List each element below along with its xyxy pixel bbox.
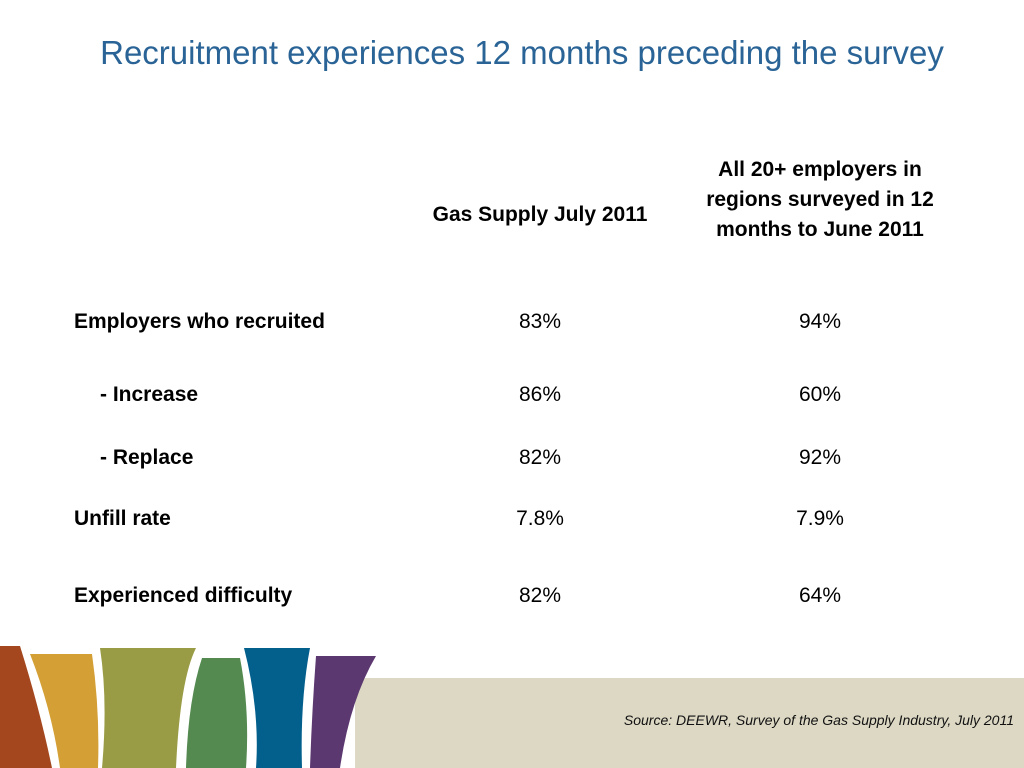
value-gas-supply: 86%: [518, 383, 562, 406]
value-gas-supply: 83%: [518, 310, 562, 333]
value-all-employers: 7.9%: [796, 507, 844, 530]
row-label-employers-who-recruited: Employers who recruited: [74, 310, 325, 333]
value-gas-supply: 7.8%: [516, 507, 564, 530]
column-header-all-employers: All 20+ employers in regions surveyed in…: [706, 158, 934, 241]
decorative-stripes: [0, 646, 376, 768]
value-gas-supply: 82%: [518, 446, 562, 469]
stripe-purple: [310, 656, 376, 768]
value-all-employers: 94%: [798, 310, 842, 333]
value-all-employers: 92%: [798, 446, 842, 469]
row-label-unfill-rate: Unfill rate: [74, 507, 171, 530]
stripe-gold: [30, 654, 99, 768]
data-table: Gas Supply July 2011 All 20+ employers i…: [74, 158, 934, 607]
stripe-blue: [244, 648, 310, 768]
value-gas-supply: 82%: [518, 584, 562, 607]
row-label-replace: - Replace: [100, 446, 194, 469]
source-citation: Source: DEEWR, Survey of the Gas Supply …: [623, 712, 1014, 728]
stripe-olive: [100, 648, 196, 768]
stripe-green: [186, 658, 248, 768]
column-header-gas-supply: Gas Supply July 2011: [432, 203, 648, 226]
value-all-employers: 60%: [798, 383, 842, 406]
stripe-rust: [0, 646, 52, 768]
value-all-employers: 64%: [798, 584, 842, 607]
slide-title: Recruitment experiences 12 months preced…: [100, 34, 944, 71]
footer-band: [355, 678, 1024, 768]
row-label-experienced-difficulty: Experienced difficulty: [74, 584, 293, 607]
row-label-increase: - Increase: [100, 383, 199, 406]
